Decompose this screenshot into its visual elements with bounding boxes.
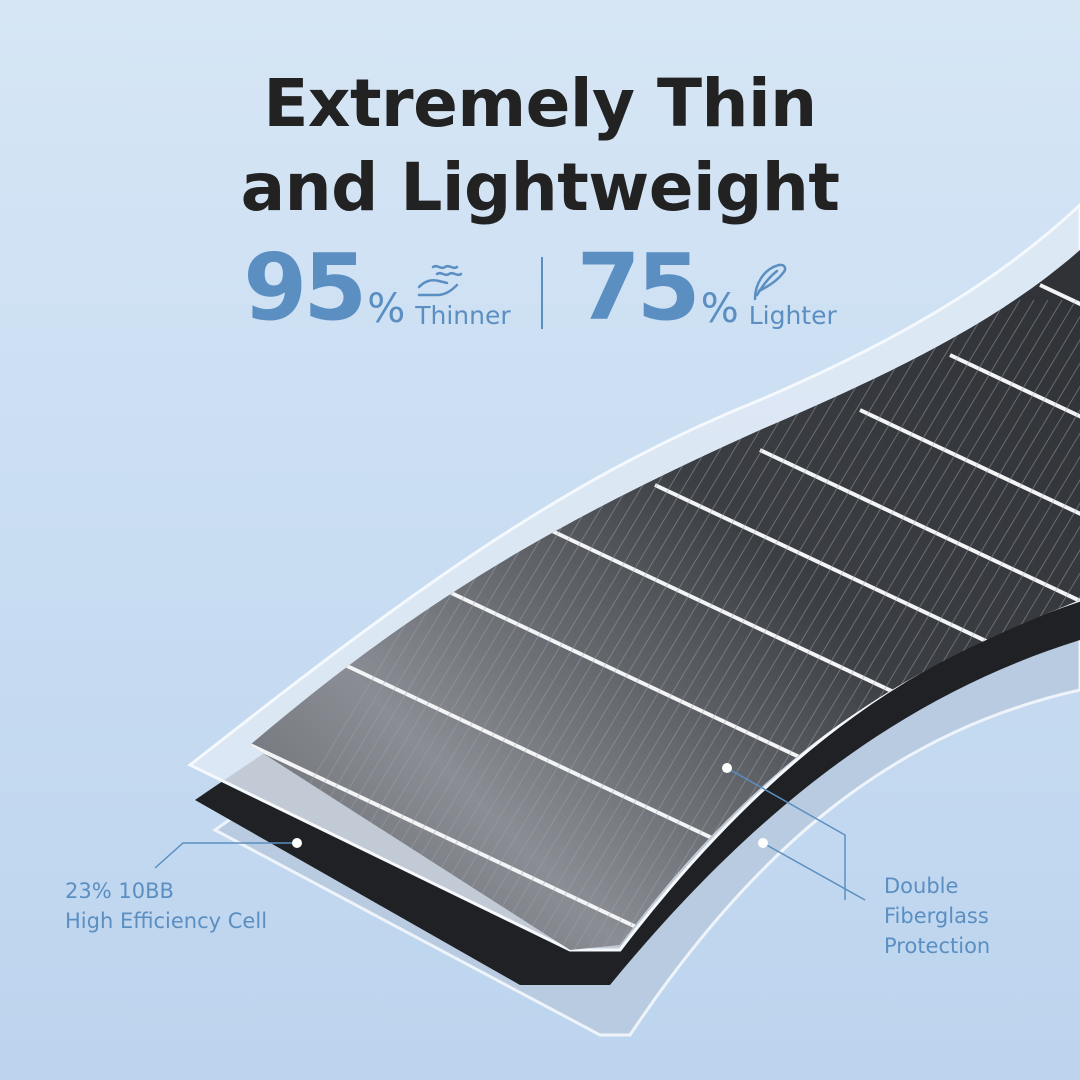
protection-callout-line-2 <box>762 842 866 901</box>
stat-label: Lighter <box>748 301 837 330</box>
feather-icon <box>753 263 787 301</box>
busbar <box>759 448 1080 782</box>
divider <box>540 257 543 329</box>
stat-value: 95 <box>243 234 367 341</box>
cell-callout-dot <box>292 838 302 848</box>
protection-callout-line-2: Fiberglass <box>884 904 989 928</box>
cell-callout-line <box>154 842 297 869</box>
cell-finger <box>515 299 937 950</box>
cell-finger <box>585 299 1007 950</box>
headline-line-1: Extremely Thin <box>263 65 817 142</box>
busbar <box>949 353 1080 687</box>
stat-label: Thinner <box>415 301 511 330</box>
protection-callout-dot-2 <box>758 838 768 848</box>
cell-finger <box>473 299 895 950</box>
cell-finger <box>501 299 923 950</box>
cell-finger <box>571 299 993 950</box>
busbar <box>250 743 951 950</box>
cell-finger <box>459 299 881 950</box>
protection-callout: Double Fiberglass Protection <box>884 871 990 961</box>
cell-finger <box>543 299 965 950</box>
cell-callout: 23% 10BB High Efficiency Cell <box>65 876 267 936</box>
cell-finger <box>445 299 867 950</box>
headline-line-2: and Lightweight <box>240 149 840 226</box>
protection-callout-line-1 <box>726 767 846 900</box>
stats-row: 95 % Thinner 75 % Lighter <box>0 234 1080 341</box>
stat-lighter: 75 % Lighter <box>576 234 837 341</box>
protection-callout-line-3: Protection <box>884 934 991 958</box>
cell-finger <box>557 299 979 950</box>
stat-unit: % <box>700 286 739 332</box>
headline: Extremely Thin and Lightweight <box>0 62 1080 230</box>
protection-callout-line-1: Double <box>884 874 959 898</box>
stat-value: 75 <box>576 234 701 341</box>
cell-finger <box>487 299 909 950</box>
cell-callout-line-2: High Efficiency Cell <box>65 909 268 933</box>
stat-thinner: 95 % Thinner <box>243 234 511 341</box>
cell-finger <box>529 299 951 950</box>
cell-callout-line-1: 23% 10BB <box>65 879 174 903</box>
stat-unit: % <box>367 286 406 332</box>
protection-callout-dot-1 <box>722 763 732 773</box>
hand-waves-icon <box>418 264 463 297</box>
